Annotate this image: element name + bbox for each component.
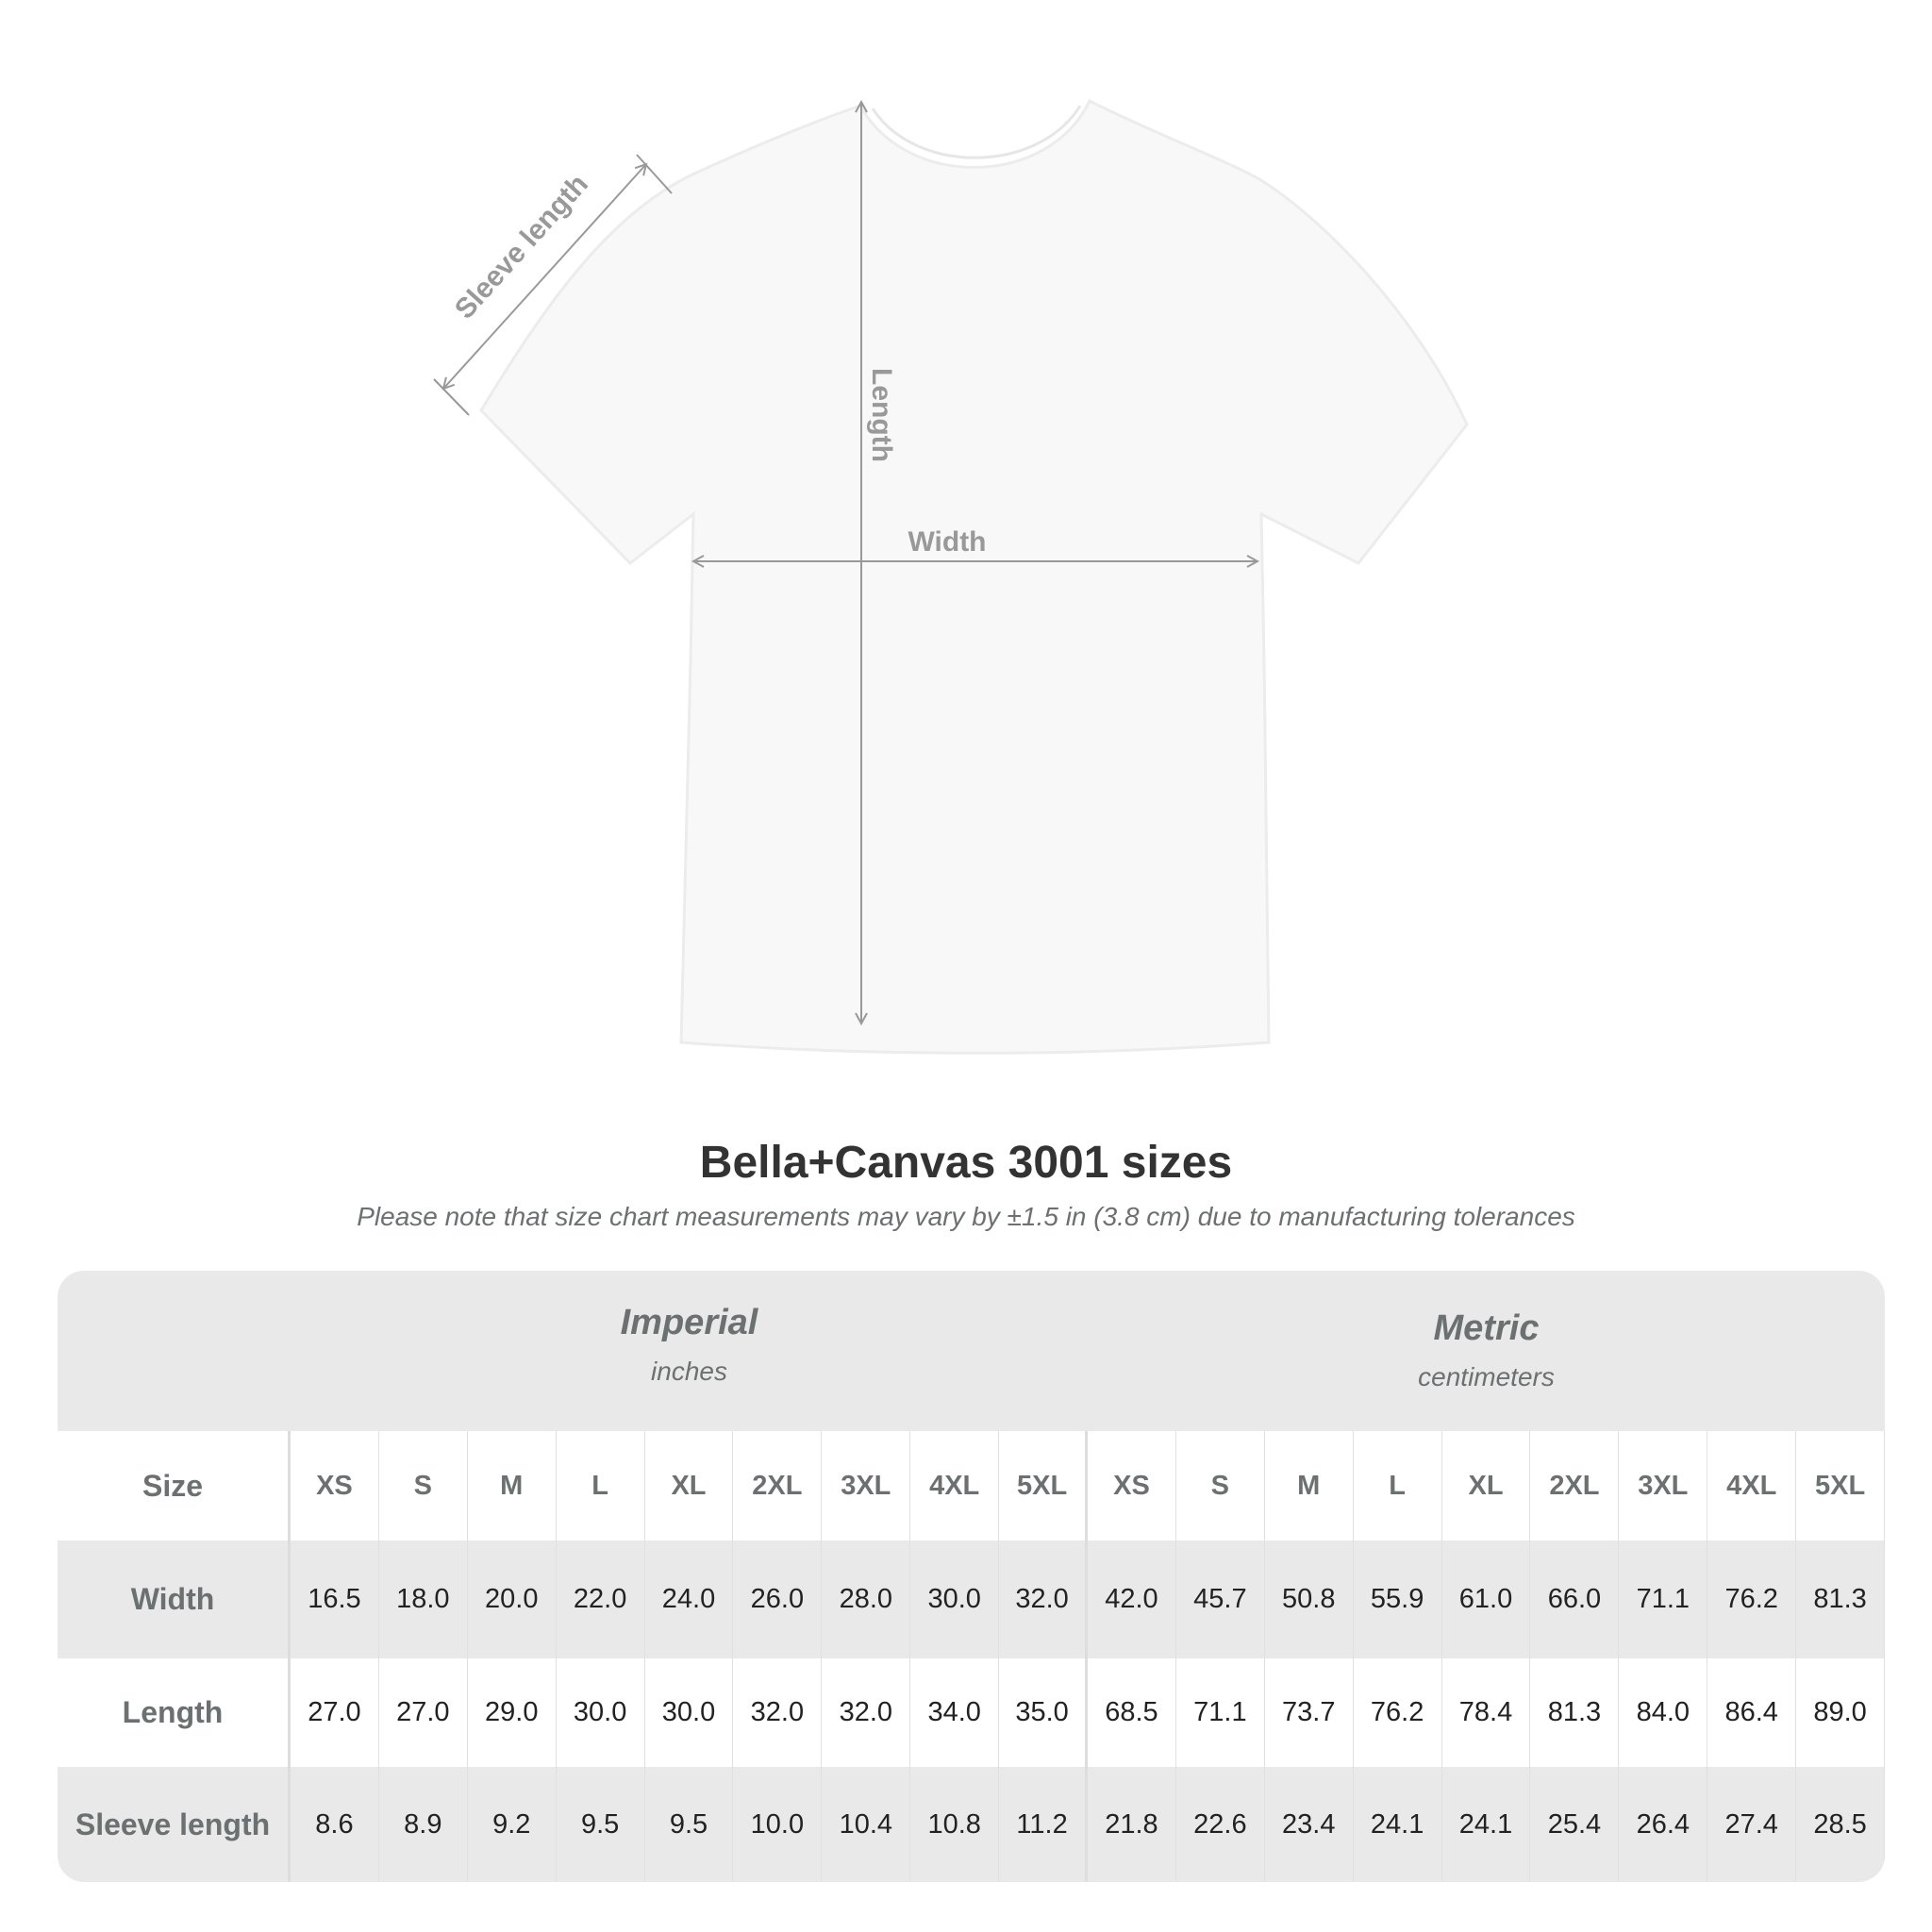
imperial-value-cell: 29.0 bbox=[468, 1658, 557, 1767]
imperial-size-header: 2XL bbox=[733, 1431, 823, 1541]
metric-value-cell: 71.1 bbox=[1619, 1541, 1708, 1658]
metric-value-cell: 84.0 bbox=[1619, 1658, 1708, 1767]
imperial-value-cell: 10.4 bbox=[822, 1767, 911, 1882]
metric-size-header: L bbox=[1354, 1431, 1442, 1541]
imperial-size-header: M bbox=[468, 1431, 557, 1541]
metric-value-cell: 25.4 bbox=[1530, 1767, 1620, 1882]
imperial-size-header: 3XL bbox=[822, 1431, 911, 1541]
imperial-value-cell: 35.0 bbox=[999, 1658, 1089, 1767]
metric-value-cell: 76.2 bbox=[1354, 1658, 1442, 1767]
metric-value-cell: 68.5 bbox=[1088, 1658, 1176, 1767]
metric-size-header: M bbox=[1265, 1431, 1354, 1541]
imperial-value-cell: 30.0 bbox=[557, 1658, 645, 1767]
metric-title: Metric bbox=[1433, 1308, 1540, 1348]
metric-header: Metric centimeters bbox=[1088, 1308, 1885, 1392]
metric-size-header: 5XL bbox=[1796, 1431, 1885, 1541]
imperial-value-cell: 9.5 bbox=[557, 1767, 645, 1882]
metric-value-cell: 55.9 bbox=[1354, 1541, 1442, 1658]
table-row: Sleeve length 8.6 8.9 9.2 9.5 9.5 10.0 10.4 10.8… bbox=[58, 1767, 1885, 1882]
metric-value-cell: 42.0 bbox=[1088, 1541, 1176, 1658]
imperial-value-cell: 10.8 bbox=[910, 1767, 1000, 1882]
metric-size-header: XS bbox=[1088, 1431, 1176, 1541]
metric-value-cell: 61.0 bbox=[1442, 1541, 1531, 1658]
metric-size-header: S bbox=[1176, 1431, 1265, 1541]
imperial-size-header: 4XL bbox=[910, 1431, 1000, 1541]
imperial-value-cell: 9.5 bbox=[645, 1767, 734, 1882]
imperial-value-cell: 9.2 bbox=[468, 1767, 557, 1882]
metric-value-cell: 21.8 bbox=[1088, 1767, 1176, 1882]
metric-value-cell: 24.1 bbox=[1442, 1767, 1531, 1882]
metric-value-cell: 71.1 bbox=[1176, 1658, 1265, 1767]
metric-unit: centimeters bbox=[1418, 1362, 1555, 1391]
imperial-value-cell: 22.0 bbox=[557, 1541, 645, 1658]
sleeve-arrow bbox=[443, 164, 646, 389]
metric-value-cell: 28.5 bbox=[1796, 1767, 1885, 1882]
imperial-size-header: XL bbox=[645, 1431, 734, 1541]
metric-value-cell: 86.4 bbox=[1707, 1658, 1797, 1767]
size-header-row: Size XS S M L XL 2XL 3XL 4XL 5XL XS S M L XL 2XL 3XL 4XL 5… bbox=[58, 1431, 1885, 1541]
imperial-value-cell: 34.0 bbox=[910, 1658, 1000, 1767]
tolerance-note: Please note that size chart measurements… bbox=[357, 1202, 1575, 1231]
imperial-size-header: XS bbox=[291, 1431, 379, 1541]
row-label: Width bbox=[58, 1541, 291, 1658]
metric-value-cell: 76.2 bbox=[1707, 1541, 1797, 1658]
imperial-value-cell: 11.2 bbox=[999, 1767, 1089, 1882]
metric-size-header: XL bbox=[1442, 1431, 1531, 1541]
metric-value-cell: 27.4 bbox=[1707, 1767, 1797, 1882]
imperial-size-header: 5XL bbox=[999, 1431, 1089, 1541]
imperial-value-cell: 27.0 bbox=[291, 1658, 379, 1767]
width-label: Width bbox=[908, 526, 986, 558]
imperial-value-cell: 30.0 bbox=[645, 1658, 734, 1767]
imperial-value-cell: 20.0 bbox=[468, 1541, 557, 1658]
table-row: Width 16.5 18.0 20.0 22.0 24.0 26.0 28.0 30.0 32.… bbox=[58, 1541, 1885, 1658]
metric-value-cell: 45.7 bbox=[1176, 1541, 1265, 1658]
imperial-value-cell: 32.0 bbox=[733, 1658, 823, 1767]
tshirt-diagram: Length Width Sleeve length bbox=[433, 98, 1469, 1055]
row-label: Length bbox=[58, 1658, 291, 1767]
imperial-value-cell: 16.5 bbox=[291, 1541, 379, 1658]
imperial-value-cell: 28.0 bbox=[822, 1541, 911, 1658]
imperial-size-header: L bbox=[557, 1431, 645, 1541]
header-band bbox=[58, 1271, 1885, 1431]
imperial-title: Imperial bbox=[620, 1303, 758, 1342]
imperial-value-cell: 8.6 bbox=[291, 1767, 379, 1882]
imperial-value-cell: 8.9 bbox=[379, 1767, 468, 1882]
row-label: Size bbox=[58, 1431, 291, 1541]
metric-value-cell: 81.3 bbox=[1530, 1658, 1620, 1767]
metric-value-cell: 66.0 bbox=[1530, 1541, 1620, 1658]
metric-size-header: 3XL bbox=[1619, 1431, 1708, 1541]
metric-value-cell: 89.0 bbox=[1796, 1658, 1885, 1767]
metric-value-cell: 73.7 bbox=[1265, 1658, 1354, 1767]
metric-value-cell: 26.4 bbox=[1619, 1767, 1708, 1882]
imperial-size-header: S bbox=[379, 1431, 468, 1541]
size-table: Imperial inches Metric centimeters Size X… bbox=[58, 1271, 1885, 1882]
imperial-value-cell: 27.0 bbox=[379, 1658, 468, 1767]
length-label: Length bbox=[866, 368, 897, 462]
metric-value-cell: 24.1 bbox=[1354, 1767, 1442, 1882]
row-label: Sleeve length bbox=[58, 1767, 291, 1882]
page-title: Bella+Canvas 3001 sizes bbox=[699, 1138, 1233, 1188]
imperial-value-cell: 32.0 bbox=[822, 1658, 911, 1767]
tshirt-shape bbox=[479, 98, 1469, 1055]
collar-seam bbox=[871, 105, 1082, 159]
imperial-value-cell: 32.0 bbox=[999, 1541, 1089, 1658]
imperial-header: Imperial inches bbox=[291, 1303, 1088, 1387]
imperial-unit: inches bbox=[651, 1357, 727, 1386]
metric-value-cell: 78.4 bbox=[1442, 1658, 1531, 1767]
metric-value-cell: 22.6 bbox=[1176, 1767, 1265, 1882]
imperial-value-cell: 24.0 bbox=[645, 1541, 734, 1658]
metric-size-header: 4XL bbox=[1707, 1431, 1797, 1541]
imperial-value-cell: 26.0 bbox=[733, 1541, 823, 1658]
metric-value-cell: 50.8 bbox=[1265, 1541, 1354, 1658]
metric-value-cell: 23.4 bbox=[1265, 1767, 1354, 1882]
table-row: Length 27.0 27.0 29.0 30.0 30.0 32.0 32.0 34.0 35… bbox=[58, 1658, 1885, 1767]
imperial-value-cell: 10.0 bbox=[733, 1767, 823, 1882]
imperial-value-cell: 18.0 bbox=[379, 1541, 468, 1658]
imperial-value-cell: 30.0 bbox=[910, 1541, 1000, 1658]
metric-value-cell: 81.3 bbox=[1796, 1541, 1885, 1658]
metric-size-header: 2XL bbox=[1530, 1431, 1620, 1541]
